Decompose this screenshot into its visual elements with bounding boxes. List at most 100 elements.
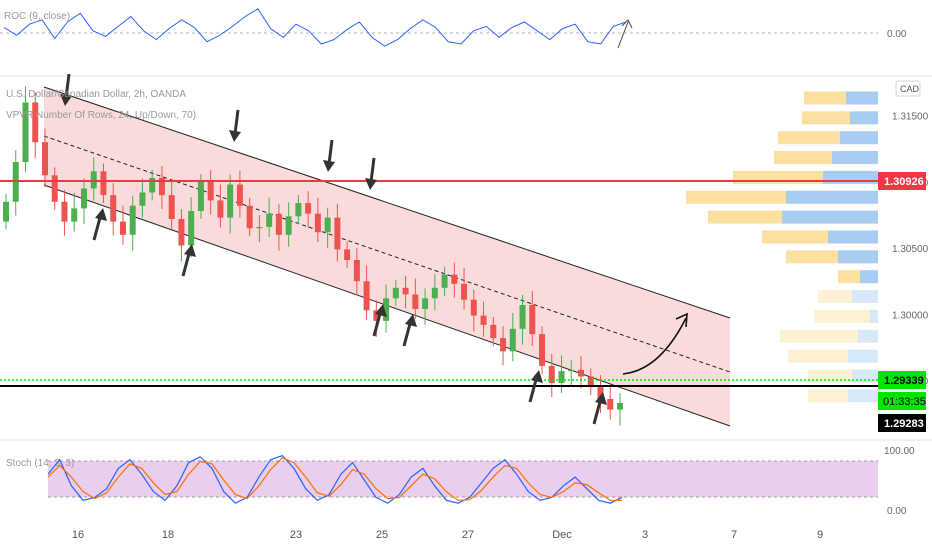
stochastic-pane[interactable]: Stoch (14, 3, 3) 100.00 0.00 bbox=[6, 446, 915, 517]
candle-body bbox=[149, 177, 156, 193]
volume-profile-up-bar bbox=[852, 290, 878, 304]
symbol-title[interactable]: U.S. Dollar/Canadian Dollar, 2h, OANDA bbox=[6, 89, 186, 100]
volume-profile-down-bar bbox=[686, 190, 786, 204]
countdown-label: 01:33:35 bbox=[883, 396, 926, 408]
candle-body bbox=[568, 369, 575, 372]
annotation-arrows bbox=[60, 73, 607, 425]
candle-body bbox=[246, 205, 253, 229]
time-tick-label: 27 bbox=[462, 529, 474, 541]
volume-profile-down-bar bbox=[774, 151, 832, 165]
candle-body bbox=[373, 310, 380, 321]
candle-body bbox=[22, 102, 29, 163]
bullish-projection-arrow bbox=[622, 317, 687, 375]
candle-body bbox=[344, 249, 351, 260]
currency-label: CAD bbox=[900, 84, 920, 94]
candle-body bbox=[490, 324, 497, 339]
time-tick-label: 16 bbox=[72, 529, 84, 541]
current-price-label: 1.29339 bbox=[884, 375, 924, 387]
volume-profile-down-bar bbox=[762, 230, 828, 244]
candle-body bbox=[519, 304, 526, 329]
candle-body bbox=[197, 181, 204, 212]
candle-body bbox=[100, 171, 107, 196]
candle-body bbox=[71, 208, 78, 222]
stochastic-tick-0: 0.00 bbox=[887, 506, 907, 517]
down-arrow-shaft bbox=[233, 109, 240, 135]
stochastic-d-line bbox=[47, 457, 622, 501]
candle-body bbox=[548, 365, 555, 384]
candle-body bbox=[80, 188, 87, 209]
stochastic-indicator-label[interactable]: Stoch (14, 3, 3) bbox=[6, 458, 74, 469]
volume-profile-down-bar bbox=[814, 309, 870, 323]
roc-indicator-label[interactable]: ROC (9, close) bbox=[4, 11, 70, 22]
candle-body bbox=[305, 203, 312, 214]
candle-body bbox=[168, 195, 175, 219]
volume-profile-up-bar bbox=[848, 349, 878, 363]
candle-body bbox=[383, 298, 390, 321]
currency-badge bbox=[895, 80, 921, 97]
current-price-badge bbox=[878, 371, 926, 389]
down-arrow-head bbox=[365, 178, 377, 190]
candle-body bbox=[353, 259, 360, 282]
time-axis[interactable]: 16 18 23 25 27 Dec 3 7 9 bbox=[72, 529, 823, 541]
time-tick-label: 9 bbox=[817, 529, 823, 541]
down-arrow-head bbox=[323, 160, 335, 172]
candle-body bbox=[119, 221, 126, 235]
up-arrow-head bbox=[375, 304, 387, 317]
volume-profile-down-bar bbox=[838, 270, 860, 284]
candle-body bbox=[539, 334, 546, 366]
candle-body bbox=[207, 181, 214, 201]
candle-body bbox=[90, 171, 97, 189]
price-tick-label: 1.30500 bbox=[892, 244, 929, 255]
candle-body bbox=[129, 205, 136, 235]
candle-body bbox=[607, 398, 614, 410]
candle-body bbox=[402, 287, 409, 295]
candle-body bbox=[363, 281, 370, 311]
candle-body bbox=[275, 213, 282, 235]
volume-profile-up-bar bbox=[786, 190, 878, 204]
candlestick-series bbox=[3, 86, 623, 426]
volume-profile-up-bar bbox=[858, 329, 878, 343]
support-price-badge bbox=[878, 414, 926, 432]
up-arrow-head bbox=[531, 370, 543, 383]
time-tick-label: Dec bbox=[552, 529, 572, 541]
candle-body bbox=[441, 274, 448, 288]
candle-body bbox=[51, 175, 58, 202]
volume-profile-down-bar bbox=[808, 389, 848, 403]
volume-profile-up-bar bbox=[852, 369, 878, 383]
roc-zero-tick: 0.00 bbox=[887, 29, 907, 40]
candle-body bbox=[461, 283, 468, 300]
down-arrow-shaft bbox=[64, 73, 71, 99]
candle-body bbox=[392, 287, 399, 299]
candle-body bbox=[227, 184, 234, 218]
roc-pane[interactable]: 0.00 ROC (9, close) bbox=[0, 8, 907, 49]
candle-body bbox=[587, 376, 594, 388]
candle-body bbox=[32, 102, 39, 143]
candle-body bbox=[422, 298, 429, 309]
candle-body bbox=[617, 402, 623, 410]
volume-profile-down-bar bbox=[786, 250, 838, 264]
roc-line bbox=[3, 8, 627, 47]
candle-body bbox=[451, 274, 458, 284]
price-pane[interactable]: U.S. Dollar/Canadian Dollar, 2h, OANDA V… bbox=[0, 73, 929, 432]
roc-arrow-icon bbox=[617, 19, 633, 49]
candle-body bbox=[480, 315, 487, 325]
volume-profile-up-bar bbox=[850, 111, 878, 125]
down-arrow-head bbox=[229, 130, 241, 142]
candle-body bbox=[578, 369, 585, 377]
candle-body bbox=[295, 203, 302, 217]
candle-body bbox=[500, 338, 507, 352]
volume-profile-down-bar bbox=[788, 349, 848, 363]
channel-upper-line bbox=[43, 86, 731, 319]
candle-body bbox=[217, 200, 224, 218]
volume-profile-down-bar bbox=[818, 290, 852, 304]
volume-profile-up-bar bbox=[782, 210, 878, 224]
volume-profile-up-bar bbox=[838, 250, 878, 264]
countdown-badge bbox=[878, 392, 926, 410]
stochastic-k-line bbox=[47, 454, 623, 504]
volume-profile-down-bar bbox=[708, 210, 782, 224]
candle-body bbox=[256, 226, 263, 229]
candle-body bbox=[110, 195, 117, 222]
vpvr-indicator-label[interactable]: VPVR Number Of Rows, 24, Up/Down, 70) bbox=[6, 110, 196, 121]
time-tick-label: 3 bbox=[642, 529, 648, 541]
